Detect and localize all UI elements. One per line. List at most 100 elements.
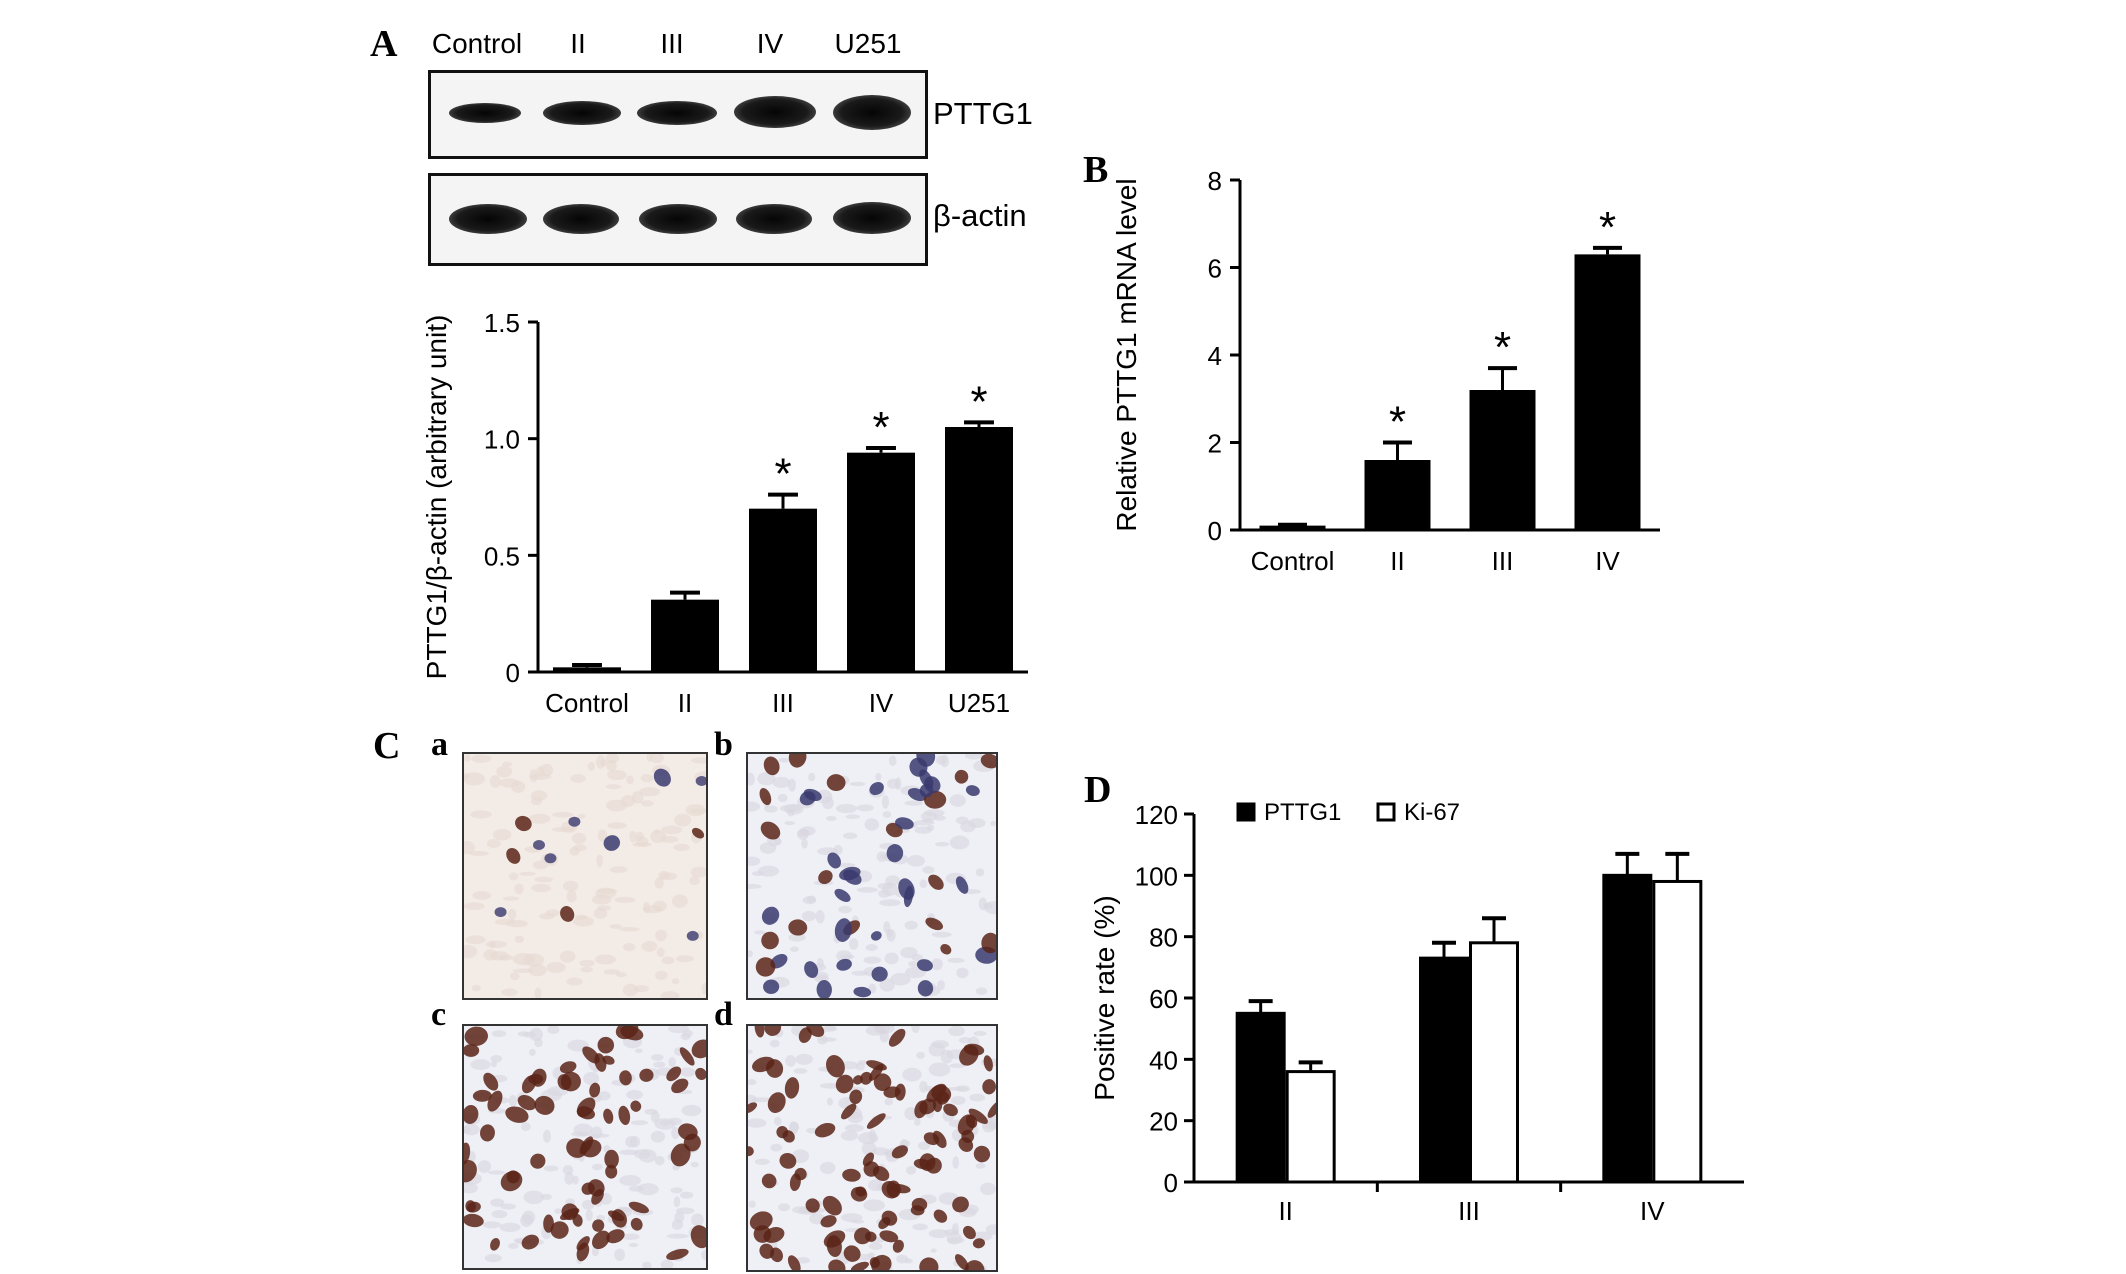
- y-tick-label: 1.0: [484, 425, 520, 455]
- tissue-texture: [865, 944, 878, 952]
- y-tick-label: 60: [1149, 984, 1178, 1014]
- tissue-texture: [856, 886, 879, 893]
- stained-nucleus: [886, 1180, 901, 1198]
- tissue-texture: [464, 944, 478, 959]
- stained-nucleus: [604, 1149, 619, 1169]
- tissue-texture: [975, 1163, 986, 1169]
- stained-nucleus: [835, 1074, 854, 1094]
- tissue-texture: [931, 931, 952, 938]
- tissue-texture: [845, 814, 860, 820]
- tissue-texture: [626, 1089, 643, 1100]
- stained-nucleus: [594, 1053, 607, 1072]
- tissue-texture: [520, 1122, 531, 1132]
- tissue-texture: [917, 1141, 931, 1151]
- tissue-texture: [754, 1158, 770, 1165]
- tissue-texture: [607, 769, 627, 781]
- tissue-texture: [969, 1093, 986, 1102]
- y-tick-label: 6: [1208, 254, 1222, 284]
- tissue-texture: [630, 1120, 649, 1126]
- tissue-texture: [634, 1048, 643, 1054]
- tissue-texture: [639, 787, 661, 797]
- bar-iii: [1469, 390, 1536, 530]
- stained-nucleus: [763, 1227, 785, 1243]
- bar-control: [1259, 525, 1326, 530]
- stained-nucleus: [955, 876, 969, 894]
- stained-nucleus: [924, 776, 941, 793]
- tissue-texture: [947, 957, 965, 964]
- panel-letter-c: C: [373, 725, 401, 767]
- tissue-texture: [590, 1126, 603, 1139]
- stained-nucleus: [560, 1071, 581, 1092]
- subpanel-letter-d: d: [714, 996, 733, 1033]
- tissue-texture: [792, 1149, 810, 1164]
- stained-nucleus: [761, 931, 779, 950]
- tissue-texture: [952, 1156, 959, 1169]
- tissue-texture: [958, 1037, 972, 1044]
- tissue-texture: [572, 916, 594, 927]
- x-tick-label: IV: [1640, 1196, 1665, 1226]
- tissue-texture: [491, 1210, 508, 1219]
- stained-nucleus: [764, 1026, 782, 1036]
- subpanel-letter-a: a: [431, 726, 448, 763]
- stained-nucleus: [531, 1068, 547, 1087]
- tissue-texture: [570, 774, 586, 783]
- tissue-texture: [471, 984, 481, 992]
- stained-nucleus: [464, 1044, 480, 1057]
- y-tick-label: 2: [1208, 429, 1222, 459]
- stained-nucleus: [763, 756, 780, 776]
- tissue-texture: [603, 969, 620, 975]
- tissue-texture: [949, 835, 970, 850]
- tissue-texture: [875, 772, 882, 781]
- tissue-texture: [471, 754, 492, 763]
- stained-nucleus: [670, 1143, 691, 1167]
- tissue-texture: [985, 1224, 996, 1235]
- bar-pttg1-iv: [1602, 873, 1653, 1184]
- tissue-texture: [935, 755, 947, 765]
- stained-nucleus: [770, 1247, 783, 1263]
- subpanel-letter-c: c: [431, 996, 447, 1033]
- tissue-texture: [652, 900, 667, 912]
- tissue-texture: [949, 794, 966, 807]
- tissue-texture: [835, 803, 857, 814]
- stained-nucleus: [521, 1234, 540, 1250]
- tissue-texture: [581, 1199, 595, 1210]
- tissue-texture: [777, 793, 788, 803]
- tissue-texture: [583, 1071, 600, 1085]
- tissue-texture: [552, 811, 574, 818]
- stained-nucleus: [926, 1083, 947, 1103]
- stained-nucleus: [855, 1186, 867, 1197]
- tissue-texture: [596, 754, 606, 769]
- stained-nucleus: [763, 979, 780, 994]
- y-tick-label: 1.5: [484, 308, 520, 338]
- stained-nucleus: [816, 980, 832, 998]
- tissue-texture: [949, 1063, 966, 1069]
- stained-nucleus: [952, 1196, 969, 1213]
- tissue-texture: [660, 991, 680, 998]
- tissue-texture: [620, 1233, 640, 1240]
- stained-nucleus: [759, 787, 772, 806]
- stained-nucleus: [754, 1026, 765, 1038]
- tissue-texture: [772, 776, 791, 788]
- tissue-texture: [842, 832, 858, 839]
- tissue-texture: [623, 943, 636, 952]
- tissue-texture: [642, 1261, 652, 1268]
- tissue-texture: [597, 829, 608, 842]
- tissue-texture: [502, 761, 512, 767]
- tissue-texture: [499, 778, 520, 788]
- tissue-texture: [801, 838, 808, 849]
- tissue-texture: [886, 928, 894, 938]
- stained-nucleus: [982, 1079, 996, 1095]
- tissue-texture: [757, 865, 780, 877]
- tissue-texture: [592, 894, 612, 905]
- tissue-texture: [748, 772, 755, 786]
- tissue-texture: [685, 804, 706, 817]
- stained-nucleus: [766, 1059, 784, 1078]
- tissue-texture: [469, 850, 490, 856]
- stained-nucleus: [883, 1086, 901, 1098]
- stained-nucleus: [690, 1225, 706, 1249]
- tissue-texture: [779, 804, 802, 813]
- blot-beta-actin: [428, 173, 928, 266]
- tissue-texture: [701, 1249, 706, 1261]
- tissue-texture: [928, 1042, 946, 1057]
- stained-nucleus: [818, 870, 833, 885]
